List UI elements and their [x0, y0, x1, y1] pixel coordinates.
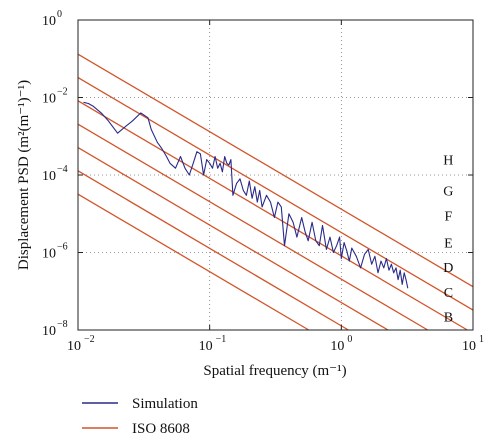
y-tick-label-3: 10: [42, 92, 56, 107]
x-axis-label: Spatial frequency (m⁻¹): [203, 363, 346, 379]
class-label-g: G: [443, 184, 453, 199]
class-label-b: B: [444, 311, 453, 326]
y-tick-exp-1: −6: [57, 242, 68, 253]
y-axis-label: Displacement PSD (m²(m⁻¹)⁻¹): [16, 80, 32, 270]
iso-line-c: [77, 170, 349, 331]
class-label-f: F: [444, 210, 452, 225]
class-label-e: E: [444, 237, 453, 252]
iso-8608-lines: [77, 53, 474, 331]
x-tick-exp-1: −1: [216, 334, 227, 345]
y-tick-label-0: 10: [42, 324, 56, 339]
x-tick-exp-0: −2: [84, 334, 95, 345]
iso-line-f: [77, 100, 468, 331]
iso-line-d: [77, 146, 389, 331]
plot-frame: [77, 19, 474, 331]
x-tick-label-2: 10: [330, 339, 344, 354]
x-tick-label-1: 10: [199, 339, 213, 354]
iso-line-h: [77, 53, 474, 288]
x-tick-exp-3: 1: [479, 334, 484, 345]
y-tick-exp-4: 0: [57, 9, 62, 20]
class-label-c: C: [444, 286, 453, 301]
y-tick-label-2: 10: [42, 169, 56, 184]
simulation-line: [83, 101, 409, 289]
axis-ticks: 10 −2 10 −1 10 0 10 110 −810 −610 −410 −210 0: [42, 9, 484, 354]
y-tick-label-4: 10: [42, 14, 56, 29]
class-label-h: H: [443, 154, 453, 169]
iso-line-g: [77, 76, 474, 311]
legend-label-simulation: Simulation: [132, 396, 198, 412]
y-tick-exp-2: −4: [57, 164, 68, 175]
x-tick-label-3: 10: [462, 339, 476, 354]
x-tick-label-0: 10: [67, 339, 81, 354]
legend: Simulation ISO 8608: [82, 396, 198, 437]
y-tick-label-1: 10: [42, 247, 56, 262]
x-tick-exp-2: 0: [347, 334, 352, 345]
legend-label-iso-8608: ISO 8608: [132, 421, 190, 437]
class-label-d: D: [443, 261, 453, 276]
grid: [78, 20, 473, 330]
iso-line-b: [77, 193, 310, 331]
iso-line-e: [77, 123, 428, 331]
y-tick-exp-0: −8: [57, 319, 68, 330]
simulation-series: [83, 101, 409, 289]
y-tick-exp-3: −2: [57, 87, 68, 98]
